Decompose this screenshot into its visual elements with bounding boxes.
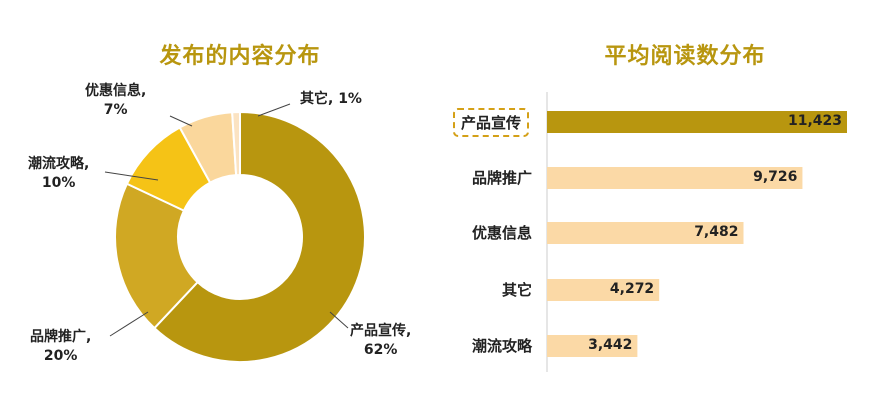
bar-0 xyxy=(547,111,847,133)
donut-slice-1 xyxy=(114,182,199,330)
bar-category-label-2: 优惠信息 xyxy=(471,224,532,242)
bar-value-label-2: 7,482 xyxy=(694,224,739,240)
bar-value-label-0: 11,423 xyxy=(787,113,842,129)
slice-label-brand: 品牌推广, 20% xyxy=(30,329,92,364)
leader-line-3 xyxy=(169,115,193,127)
bar-4 xyxy=(547,335,638,357)
bar-category-label-1: 品牌推广 xyxy=(471,169,532,187)
donut-chart-title: 发布的内容分布 xyxy=(159,44,321,69)
bar-value-label-1: 9,726 xyxy=(753,169,798,185)
bar-category-label-4: 潮流攻略 xyxy=(471,337,532,355)
donut-slice-4 xyxy=(231,110,241,177)
slice-label-discount: 优惠信息, 7% xyxy=(85,83,147,118)
leader-line-0 xyxy=(329,311,349,329)
bar-2 xyxy=(547,222,744,244)
leader-line-1 xyxy=(109,311,149,337)
slice-label-product: 产品宣传, 62% xyxy=(350,323,412,358)
donut-slice-0 xyxy=(153,110,366,363)
bar-category-label-3: 其它 xyxy=(501,281,532,299)
bar-1 xyxy=(547,167,803,189)
bar-value-label-3: 4,272 xyxy=(609,281,655,297)
slice-label-other: 其它, 1% xyxy=(300,91,362,107)
leader-line-4 xyxy=(257,103,291,117)
bar-category-label-0: 产品宣传 xyxy=(453,108,530,137)
bar-value-label-4: 3,442 xyxy=(588,337,633,353)
bar-chart-title: 平均阅读数分布 xyxy=(604,44,766,69)
bar-3 xyxy=(547,279,660,301)
slice-label-trend: 潮流攻略, 10% xyxy=(28,156,90,191)
leader-line-2 xyxy=(104,171,159,181)
